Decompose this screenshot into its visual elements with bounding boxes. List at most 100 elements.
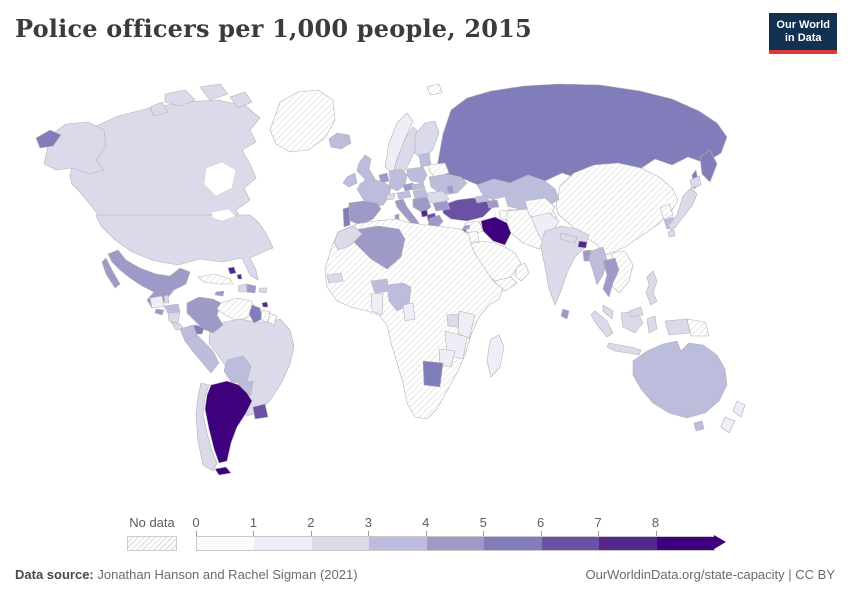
map-region-bolivia[interactable]: [223, 355, 252, 384]
map-region-north-korea[interactable]: [659, 203, 674, 220]
map-region-india[interactable]: [540, 225, 590, 306]
map-region-nepal[interactable]: [559, 232, 578, 244]
legend-bin-4-5[interactable]: [426, 537, 485, 550]
map-region-indonesia-java[interactable]: [606, 342, 642, 356]
map-region-turkey[interactable]: [442, 197, 493, 222]
map-region-cuba[interactable]: [197, 273, 234, 285]
legend-bin-2-3[interactable]: [311, 537, 370, 550]
map-region-iceland[interactable]: [328, 132, 352, 150]
legend-bin-7-8[interactable]: [599, 537, 657, 550]
map-region-norway[interactable]: [384, 112, 414, 174]
map-region-indonesia-papua[interactable]: [664, 318, 691, 336]
map-region-botswana[interactable]: [422, 360, 444, 388]
map-region-canada[interactable]: [199, 83, 229, 101]
map-region-uganda[interactable]: [446, 313, 460, 328]
map-region-iraq[interactable]: [480, 216, 512, 246]
owid-logo[interactable]: Our World in Data: [769, 13, 837, 55]
map-region-belize[interactable]: [163, 294, 170, 304]
map-region-bhutan[interactable]: [577, 240, 588, 249]
map-region-australia-tasmania[interactable]: [693, 420, 705, 432]
credit-text[interactable]: OurWorldinData.org/state-capacity | CC B…: [585, 567, 835, 582]
map-region-colombia[interactable]: [186, 296, 224, 334]
map-region-austria[interactable]: [396, 190, 412, 200]
map-region-cyprus[interactable]: [462, 224, 471, 230]
map-region-french-guiana[interactable]: [267, 312, 278, 326]
map-region-oman[interactable]: [514, 262, 530, 282]
legend-bin-5-6[interactable]: [484, 537, 542, 550]
map-region-ghana[interactable]: [370, 292, 384, 316]
map-region-canada[interactable]: [229, 91, 253, 109]
map-region-russia-kamchatka[interactable]: [699, 149, 718, 183]
map-region-argentina-tierra-del-fuego[interactable]: [214, 466, 232, 476]
map-region-mexico[interactable]: [107, 249, 191, 309]
map-region-alaska[interactable]: [43, 121, 107, 175]
map-region-guatemala[interactable]: [149, 295, 165, 309]
map-region-bulgaria[interactable]: [432, 200, 451, 212]
map-region-portugal[interactable]: [342, 206, 351, 228]
map-region-new-zealand-north[interactable]: [732, 400, 746, 418]
map-region-nicaragua[interactable]: [167, 311, 181, 324]
map-region-philippines[interactable]: [645, 270, 658, 306]
map-region-japan[interactable]: [668, 187, 698, 232]
legend-bin-0-1[interactable]: [197, 537, 255, 550]
map-region-indonesia-sulawesi[interactable]: [646, 315, 658, 334]
map-region-senegal[interactable]: [326, 272, 344, 284]
map-region-papua-new-guinea[interactable]: [686, 318, 710, 337]
legend-bin-1-2[interactable]: [254, 537, 312, 550]
map-region-honduras[interactable]: [163, 303, 181, 314]
map-region-zimbabwe[interactable]: [438, 348, 456, 368]
map-region-japan-hokkaido[interactable]: [689, 175, 702, 189]
map-region-venezuela[interactable]: [216, 297, 257, 321]
map-region-morocco[interactable]: [333, 225, 363, 251]
map-region-thailand[interactable]: [602, 257, 620, 298]
map-region-indonesia-sumatra[interactable]: [590, 310, 614, 338]
map-region-bahamas[interactable]: [236, 273, 243, 280]
map-region-malaysia[interactable]: [602, 304, 614, 320]
map-region-ireland[interactable]: [342, 172, 358, 188]
map-region-bahamas[interactable]: [227, 266, 237, 275]
map-region-madagascar[interactable]: [486, 334, 505, 378]
map-region-mexico-baja[interactable]: [101, 257, 121, 289]
map-region-new-zealand-south[interactable]: [720, 416, 736, 434]
map-region-australia[interactable]: [632, 340, 728, 419]
map-region-switzerland[interactable]: [385, 192, 396, 201]
legend-bin-8+[interactable]: [656, 537, 714, 550]
map-region-netherlands[interactable]: [378, 172, 390, 184]
map-region-united-states[interactable]: [95, 214, 274, 281]
map-region-slovakia[interactable]: [410, 182, 426, 191]
map-region-uruguay[interactable]: [252, 403, 269, 420]
map-region-kenya[interactable]: [457, 310, 476, 340]
map-region-poland[interactable]: [406, 166, 428, 184]
map-region-guyana[interactable]: [248, 304, 263, 324]
legend-bin-3-4[interactable]: [369, 537, 427, 550]
map-region-dominican-republic[interactable]: [246, 283, 257, 294]
map-region-greenland[interactable]: [269, 89, 336, 153]
map-region-japan-kyushu[interactable]: [667, 229, 676, 238]
map-region-canada[interactable]: [164, 89, 196, 107]
map-region-peru[interactable]: [184, 334, 220, 374]
legend-bin-6-7[interactable]: [541, 537, 600, 550]
map-region-finland[interactable]: [414, 120, 440, 162]
map-region-myanmar[interactable]: [588, 246, 608, 286]
map-region-haiti[interactable]: [237, 283, 248, 293]
map-region-canada[interactable]: [69, 99, 261, 219]
map-region-cameroon[interactable]: [402, 302, 416, 322]
map-region-moldova[interactable]: [446, 184, 455, 194]
map-region-canada[interactable]: [149, 101, 169, 117]
legend-no-data-swatch[interactable]: [127, 536, 177, 551]
map-region-ukraine[interactable]: [428, 173, 468, 196]
map-region-germany[interactable]: [388, 168, 408, 192]
map-region-sri-lanka[interactable]: [560, 308, 570, 320]
map-region-svalbard[interactable]: [426, 83, 443, 96]
map-region-chile[interactable]: [195, 382, 218, 472]
map-region-malaysia-borneo[interactable]: [628, 306, 644, 318]
map-region-el-salvador[interactable]: [154, 308, 165, 316]
map-region-jamaica[interactable]: [214, 290, 225, 297]
map-region-russia-far-east[interactable]: [35, 129, 62, 149]
map-region-argentina[interactable]: [204, 380, 253, 464]
map-region-puerto-rico[interactable]: [258, 287, 268, 294]
map-region-azerbaijan[interactable]: [486, 199, 500, 209]
map-region-algeria[interactable]: [350, 225, 406, 270]
map-region-trinidad-and-tobago[interactable]: [261, 301, 269, 308]
map-region-france[interactable]: [356, 178, 392, 208]
